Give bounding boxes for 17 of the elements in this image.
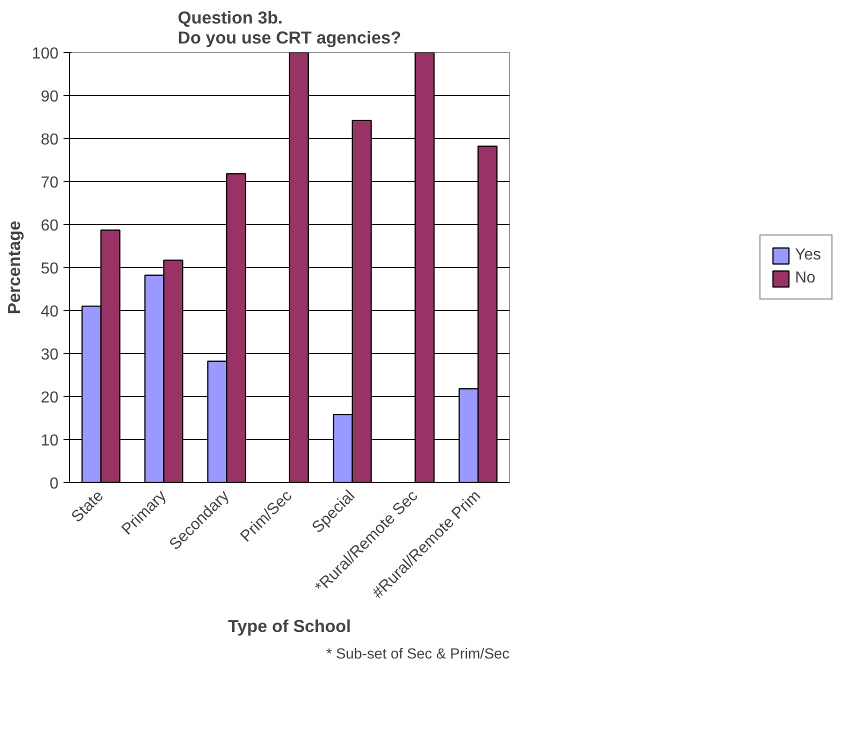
y-tick-label: 30 (40, 346, 59, 364)
y-tick-label: 70 (40, 174, 59, 192)
y-tick-label: 50 (40, 260, 59, 278)
legend-label: Yes (794, 246, 822, 264)
y-tick-label: 60 (40, 218, 59, 234)
y-tick-label: 0 (50, 476, 59, 492)
y-tick-label: 90 (40, 88, 59, 106)
y-tick-label: 10 (40, 432, 59, 450)
legend-label: No (794, 270, 816, 288)
y-tick-label: 100 (32, 46, 59, 62)
y-axis-title: Percentage (4, 220, 24, 314)
text: * Sub-set of Sec & Prim/Sec (326, 646, 510, 662)
x-axis-title: Type of School (228, 616, 351, 636)
chart-title: Question 3b. Do you use CRT agencies? (178, 8, 402, 48)
y-tick-label: 40 (40, 304, 59, 320)
y-tick-label: 80 (40, 132, 59, 148)
y-tick-label: 20 (40, 390, 59, 406)
